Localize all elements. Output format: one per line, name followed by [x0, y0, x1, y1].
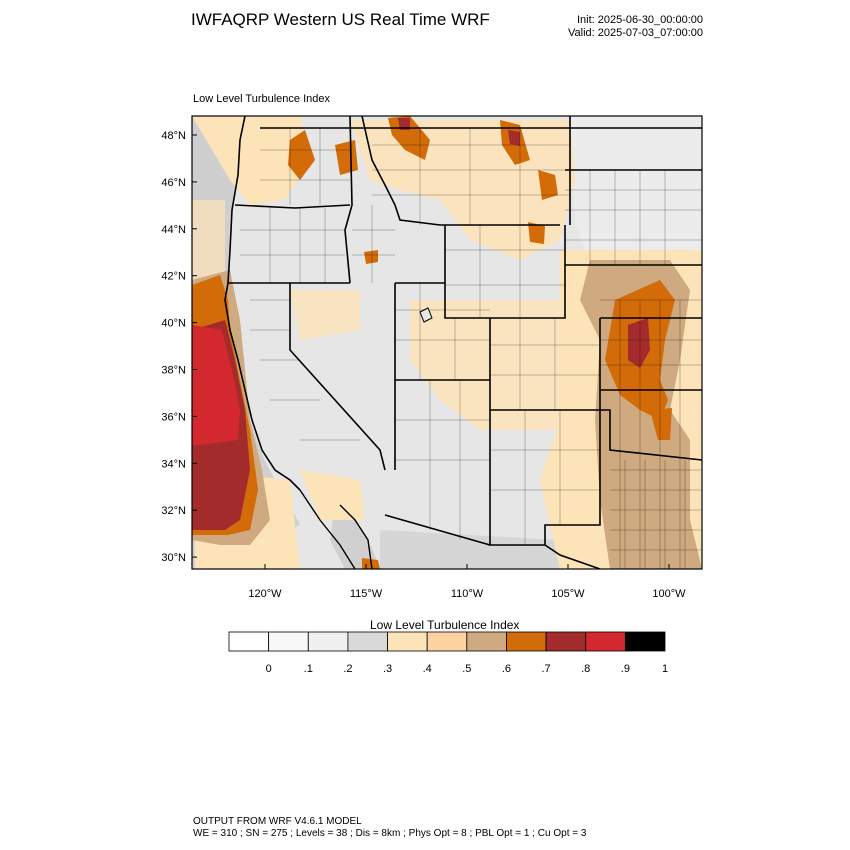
longitude-axis: 120°W 115°W 110°W 105°W 100°W — [248, 564, 686, 600]
colorbar-swatch — [387, 631, 428, 652]
colorbar-swatch — [585, 631, 626, 652]
colorbar-tick-label: .3 — [383, 663, 392, 675]
colorbar-swatch — [307, 631, 349, 652]
colorbar-tick-label: .2 — [343, 663, 352, 675]
wyoming-orange — [538, 170, 558, 200]
colorbar-swatch — [426, 631, 468, 652]
central-peach — [410, 300, 600, 430]
lat-label: 36°N — [161, 411, 186, 423]
lat-label: 44°N — [161, 224, 186, 236]
offshore-red — [192, 325, 240, 445]
coastline — [224, 116, 301, 491]
wyoming-south-orange — [528, 222, 545, 244]
latitude-axis: 48°N 46°N 44°N 42°N 40°N 38°N 36°N 34°N 32°N 30°N — [161, 130, 197, 564]
colorbar-tick-label: .4 — [423, 663, 432, 675]
map-field — [192, 116, 702, 569]
kansas-brownred — [628, 318, 650, 368]
oregon-orange — [364, 250, 378, 264]
colorbar-swatch — [506, 631, 547, 652]
init-time: Init: 2025-06-30_00:00:00 — [577, 14, 703, 26]
lon-label: 110°W — [451, 588, 484, 600]
plot-title: IWFAQRP Western US Real Time WRF — [191, 10, 490, 29]
colorbar-swatch — [347, 631, 388, 652]
colorbar-swatch — [624, 631, 666, 652]
colorbar-tick-label: 1 — [662, 663, 668, 675]
colorbar-tick-label: .9 — [621, 663, 630, 675]
nw-peach — [192, 116, 310, 205]
lon-label: 115°W — [350, 588, 383, 600]
gulf-coast — [339, 504, 373, 569]
montana-brownred — [398, 118, 410, 130]
lat-label: 48°N — [161, 130, 186, 142]
colorbar-tick-label: 0 — [266, 663, 272, 675]
gulf-area — [330, 505, 380, 569]
baja-coast — [299, 489, 356, 569]
time-info: Init: 2025-06-30_00:00:00 Valid: 2025-07… — [568, 14, 703, 40]
colorbar-swatch — [268, 631, 309, 652]
lat-label: 32°N — [161, 505, 186, 517]
colorbar-tick-label: .8 — [581, 663, 590, 675]
colorbar-swatch — [228, 631, 270, 652]
colorbar-tick-label: .6 — [502, 663, 511, 675]
state-borders — [228, 116, 702, 569]
model-footer: OUTPUT FROM WRF V4.6.1 MODEL WE = 310 ; … — [193, 816, 586, 840]
valid-time: Valid: 2025-07-03_07:00:00 — [568, 27, 703, 39]
county-borders — [240, 128, 702, 569]
nevada-peach — [290, 290, 360, 340]
lon-label: 100°W — [652, 588, 686, 600]
socal-peach — [300, 470, 365, 520]
lon-label: 105°W — [551, 588, 585, 600]
lat-label: 30°N — [161, 552, 186, 564]
colorbar-tick-label: .1 — [304, 663, 313, 675]
wash-orange — [335, 140, 358, 175]
footer-line-1: OUTPUT FROM WRF V4.6.1 MODEL — [193, 816, 362, 827]
colorbar-swatch — [545, 631, 587, 652]
montana-east-brownred — [508, 130, 520, 146]
montana-orange — [388, 116, 430, 160]
idaho-orange — [288, 130, 315, 180]
colorbar-swatch — [466, 631, 507, 652]
lat-label: 40°N — [161, 318, 186, 330]
great-salt-lake — [419, 307, 433, 323]
colorbar-tick-label: .5 — [462, 663, 471, 675]
lat-label: 34°N — [161, 458, 186, 470]
field-label: Low Level Turbulence Index — [193, 93, 330, 105]
colorbar-tick-label: .7 — [541, 663, 550, 675]
colorbar: 0 .1 .2 .3 .4 .5 .6 .7 .8 .9 1 — [228, 631, 668, 675]
colorbar-title: Low Level Turbulence Index — [370, 618, 520, 632]
lat-label: 46°N — [161, 177, 186, 189]
lat-label: 38°N — [161, 365, 186, 377]
oklahoma-orange — [650, 408, 672, 440]
map-frame — [191, 115, 703, 570]
lat-label: 42°N — [161, 271, 186, 283]
footer-line-2: WE = 310 ; SN = 275 ; Levels = 38 ; Dis … — [193, 828, 587, 839]
lon-label: 120°W — [248, 588, 282, 600]
